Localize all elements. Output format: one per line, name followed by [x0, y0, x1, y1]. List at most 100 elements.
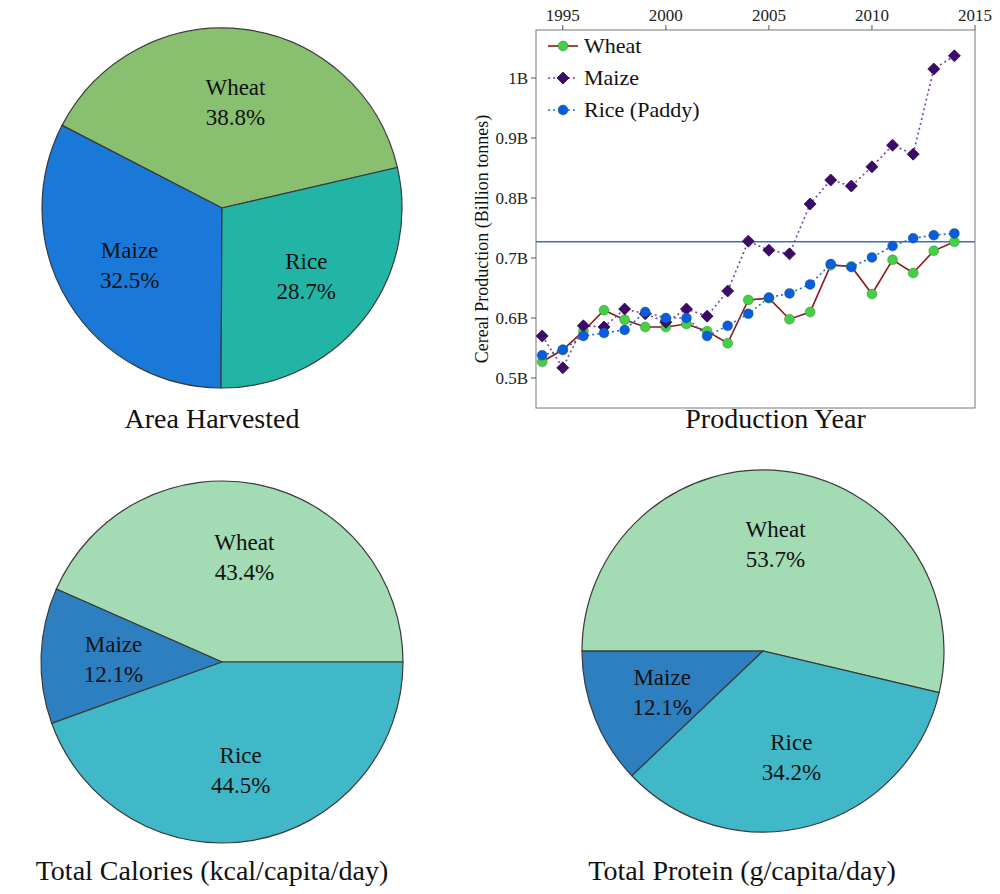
series-marker — [804, 198, 816, 210]
plot-area — [536, 50, 975, 374]
legend-marker — [557, 72, 569, 84]
series-line — [542, 233, 954, 355]
series-marker — [785, 288, 795, 298]
pie-slice — [42, 125, 222, 388]
slice-category: Maize — [101, 238, 158, 263]
slice-label: Maize12.1% — [84, 632, 143, 687]
x-tick-label: 1995 — [546, 6, 580, 25]
series-marker — [599, 328, 609, 338]
y-tick-label: 0.6B — [495, 309, 528, 328]
series-marker — [948, 50, 960, 62]
figure: Wheat38.8%Maize32.5%Rice28.7%Area Harves… — [0, 0, 1000, 894]
series-marker — [661, 313, 671, 323]
legend-label: Wheat — [584, 33, 641, 58]
slice-value: 38.8% — [206, 105, 265, 130]
legend-marker — [558, 105, 568, 115]
series-marker — [826, 259, 836, 269]
x-tick — [871, 25, 872, 30]
pie-slice — [56, 481, 403, 662]
pie-chart: Wheat53.7% Maize 12.1% Rice 34.2% Total Prote… — [582, 470, 944, 886]
slice-label: Rice 28.7% — [277, 249, 336, 304]
slice-value: 12.1% — [632, 695, 691, 720]
series-marker — [785, 314, 795, 324]
x-axis-label: Production Year — [685, 403, 866, 434]
x-tick — [975, 25, 976, 30]
x-tick — [665, 25, 666, 30]
series-marker — [928, 63, 940, 75]
slice-label: Wheat38.8% — [205, 75, 266, 130]
series-marker — [743, 295, 753, 305]
y-tick-label: 0.9B — [495, 129, 528, 148]
series-marker — [949, 228, 959, 238]
series-marker — [764, 293, 774, 303]
slice-value: 53.7% — [746, 547, 805, 572]
slice-value: 34.2% — [762, 760, 821, 785]
legend-label: Maize — [584, 65, 639, 90]
series-marker — [846, 261, 856, 271]
pie-slice — [52, 662, 403, 843]
series-marker — [929, 246, 939, 256]
pie-chart: Wheat38.8% Maize 32.5% Rice 28.7% Area Harves… — [42, 28, 402, 434]
y-tick — [531, 138, 536, 139]
series-marker — [763, 244, 775, 256]
slice-label: Maize 12.1% — [632, 665, 691, 720]
slice-value: 32.5% — [100, 268, 159, 293]
series-marker — [845, 180, 857, 192]
slice-label: Rice44.5% — [211, 743, 270, 798]
series-marker — [929, 230, 939, 240]
series-marker — [536, 330, 548, 342]
series-marker — [784, 248, 796, 260]
y-tick — [531, 78, 536, 79]
series-marker — [723, 338, 733, 348]
series-marker — [681, 313, 691, 323]
slice-category: Maize — [633, 665, 690, 690]
series-marker — [867, 252, 877, 262]
x-tick-label: 2005 — [752, 6, 786, 25]
chart-title: Total Protein (g/capita/day) — [588, 855, 896, 886]
series-line — [542, 56, 954, 368]
series-marker — [888, 241, 898, 251]
series-marker — [866, 161, 878, 173]
slice-value: 28.7% — [277, 279, 336, 304]
slice-category: Rice — [285, 249, 327, 274]
series-marker — [640, 307, 650, 317]
series-marker — [701, 310, 713, 322]
slice-label: Maize 32.5% — [100, 238, 159, 293]
slice-value: 43.4% — [215, 560, 274, 585]
slice-category: Rice — [770, 730, 812, 755]
x-tick-label: 2000 — [649, 6, 683, 25]
y-axis-label: Cereal Production (Billion tonnes) — [472, 115, 493, 363]
slice-label: Wheat 43.4% — [214, 530, 275, 585]
slice-category: Maize — [85, 632, 142, 657]
series-marker — [722, 285, 734, 297]
y-tick-label: 0.7B — [495, 249, 528, 268]
chart-title: Total Calories (kcal/capita/day) — [36, 855, 389, 886]
series-marker — [825, 174, 837, 186]
pie-slice — [221, 168, 402, 388]
legend: Wheat Maize Rice (Paddy) — [548, 33, 699, 122]
series-marker — [537, 350, 547, 360]
series-marker — [846, 262, 856, 272]
series-marker — [743, 309, 753, 319]
pie-chart: Wheat 43.4% Maize12.1% Rice44.5% Total Calor… — [36, 481, 403, 886]
slice-value: 44.5% — [211, 773, 270, 798]
slice-label: Wheat53.7% — [746, 517, 807, 572]
y-tick-label: 0.5B — [495, 369, 528, 388]
slice-category: Wheat — [214, 530, 275, 555]
x-tick — [768, 25, 769, 30]
series-marker — [557, 362, 569, 374]
series-marker — [702, 331, 712, 341]
y-tick — [531, 258, 536, 259]
series-line — [542, 242, 954, 362]
chart-title: Area Harvested — [125, 403, 300, 434]
series-marker — [805, 307, 815, 317]
series-marker — [887, 139, 899, 151]
legend-label: Rice (Paddy) — [584, 97, 699, 122]
series-marker — [639, 308, 651, 320]
series-marker — [867, 289, 877, 299]
series-marker — [908, 233, 918, 243]
series-marker — [888, 255, 898, 265]
series-marker — [640, 322, 650, 332]
series-marker — [908, 268, 918, 278]
y-tick-label: 0.8B — [495, 189, 528, 208]
